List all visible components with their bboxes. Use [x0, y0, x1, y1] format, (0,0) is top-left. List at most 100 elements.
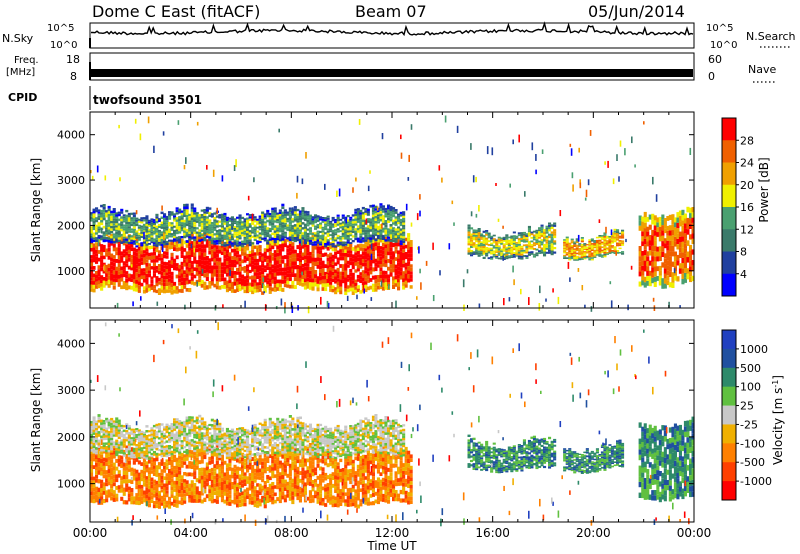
- data-cell: [653, 271, 657, 277]
- data-cell: [137, 501, 141, 506]
- data-cell: [689, 213, 693, 219]
- data-cell: [165, 224, 169, 227]
- data-cell: [258, 265, 262, 269]
- data-speckle: [475, 213, 478, 218]
- data-cell: [112, 498, 116, 502]
- data-cell: [266, 280, 270, 285]
- data-cell: [379, 218, 383, 222]
- power-heatmap: [90, 115, 695, 314]
- data-speckle: [140, 296, 142, 301]
- data-cell: [371, 255, 375, 260]
- data-cell: [364, 227, 368, 230]
- data-cell: [230, 220, 234, 223]
- data-cell: [331, 229, 335, 233]
- data-cell: [170, 467, 174, 472]
- data-cell: [215, 232, 219, 235]
- data-cell: [324, 283, 328, 288]
- data-cell: [130, 241, 134, 245]
- data-cell: [376, 260, 380, 264]
- data-cell: [487, 234, 491, 237]
- data-cell: [339, 271, 343, 276]
- data-cell: [671, 240, 675, 246]
- data-cell: [218, 493, 222, 498]
- data-cell: [230, 482, 234, 486]
- data-cell: [301, 237, 305, 240]
- data-cell: [475, 253, 479, 255]
- data-cell: [661, 241, 665, 247]
- data-cell: [550, 243, 554, 246]
- data-cell: [160, 236, 164, 239]
- data-cell: [686, 240, 690, 246]
- data-cell: [351, 258, 355, 262]
- data-speckle: [146, 287, 148, 293]
- data-cell: [175, 240, 179, 244]
- data-cell: [90, 240, 94, 243]
- data-cell: [681, 236, 685, 242]
- data-cell: [470, 235, 474, 238]
- data-cell: [399, 221, 403, 224]
- data-cell: [520, 255, 524, 258]
- data-cell: [477, 236, 481, 239]
- data-cell: [308, 214, 312, 218]
- data-cell: [502, 240, 506, 242]
- data-cell: [238, 281, 242, 285]
- data-cell: [568, 244, 572, 246]
- data-cell: [281, 275, 285, 280]
- data-cell: [482, 239, 486, 242]
- data-cell: [266, 255, 270, 260]
- data-cell: [689, 223, 693, 229]
- data-cell: [301, 212, 305, 215]
- data-cell: [480, 238, 484, 240]
- data-speckle: [438, 165, 441, 171]
- data-cell: [278, 239, 282, 242]
- data-cell: [361, 262, 365, 267]
- data-cell: [283, 283, 287, 288]
- data-cell: [663, 278, 667, 284]
- data-speckle: [387, 205, 389, 210]
- data-cell: [137, 238, 141, 241]
- data-cell: [256, 240, 260, 243]
- data-cell: [140, 235, 144, 238]
- data-cell: [251, 268, 255, 272]
- data-cell: [225, 280, 229, 285]
- data-cell: [157, 233, 161, 236]
- data-cell: [278, 259, 282, 264]
- data-cell: [369, 278, 373, 282]
- data-cell: [157, 281, 161, 285]
- data-cell: [110, 223, 114, 226]
- data-cell: [356, 225, 360, 228]
- data-cell: [668, 271, 672, 277]
- data-cell: [117, 470, 121, 474]
- data-cell: [241, 285, 245, 290]
- data-cell: [389, 218, 393, 222]
- data-cell: [180, 460, 184, 465]
- data-cell: [316, 237, 320, 240]
- data-cell: [658, 246, 662, 252]
- data-cell: [263, 484, 267, 489]
- data-cell: [276, 231, 280, 234]
- data-cell: [296, 269, 300, 273]
- data-cell: [185, 488, 189, 492]
- data-cell: [208, 485, 212, 490]
- data-cell: [147, 492, 151, 497]
- data-cell: [122, 269, 126, 274]
- data-cell: [548, 224, 552, 227]
- data-speckle: [96, 165, 99, 173]
- data-cell: [223, 215, 227, 218]
- data-cell: [173, 262, 177, 267]
- data-cell: [97, 230, 101, 233]
- data-cell: [293, 253, 297, 258]
- data-cell: [152, 248, 156, 252]
- data-cell: [132, 287, 136, 292]
- data-cell: [200, 283, 204, 288]
- data-cell: [308, 278, 312, 283]
- data-cell: [223, 255, 227, 259]
- data-cell: [545, 243, 549, 246]
- data-cell: [261, 237, 265, 240]
- data-cell: [278, 252, 282, 256]
- data-cell: [168, 278, 172, 282]
- data-cell: [351, 291, 355, 295]
- data-cell: [477, 252, 481, 255]
- data-cell: [200, 475, 204, 480]
- data-cell: [663, 238, 667, 244]
